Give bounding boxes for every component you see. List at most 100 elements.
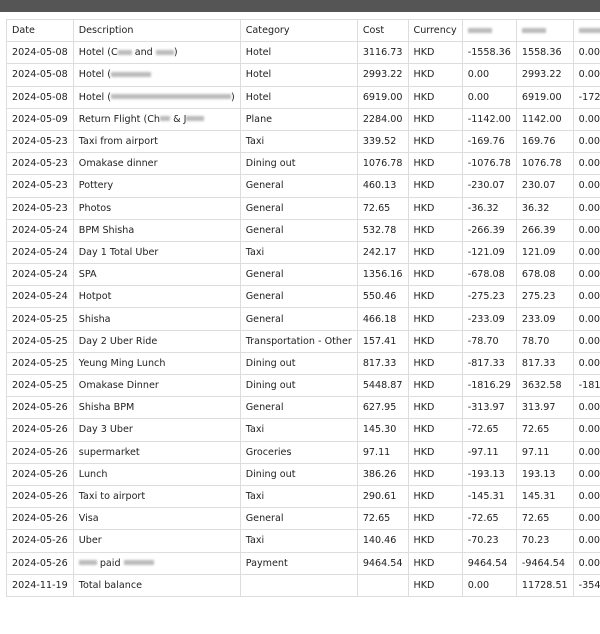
cell-c: 0.00 xyxy=(572,484,600,509)
cell-c: 0.00 xyxy=(572,63,600,87)
cell-c: 0.00 xyxy=(572,418,600,442)
cell-date: 2024-05-26 xyxy=(6,462,74,486)
description-text: Hotel (C xyxy=(78,47,118,59)
redacted-text xyxy=(467,27,492,33)
cell-c: 0.00 xyxy=(572,507,600,531)
cell-currency: HKD xyxy=(407,484,463,509)
cell-date: 2024-05-26 xyxy=(6,396,74,420)
table-row: 2024-05-09 Return Flight (Ch & J Plane 2284… xyxy=(6,107,600,131)
cell-date: 2024-05-26 xyxy=(6,551,74,575)
cell-currency: HKD xyxy=(407,529,463,553)
table-row: 2024-05-23 Taxi from airport Taxi 339.52 HKD… xyxy=(6,129,600,154)
cell-cost: 460.13 xyxy=(356,174,409,198)
cell-category: General xyxy=(239,307,358,331)
redacted-text xyxy=(110,71,151,77)
cell-b: 2993.22 xyxy=(515,63,574,87)
cell-date: 2024-05-23 xyxy=(6,152,74,176)
cell-category: Dining out xyxy=(239,373,358,398)
table-row: 2024-05-26 Uber Taxi 140.46 HKD -70.23 70.23 0.… xyxy=(6,529,600,553)
cell-currency: HKD xyxy=(407,285,463,309)
cell-date: 2024-05-26 xyxy=(6,440,74,464)
description-text: ) xyxy=(173,47,178,59)
table-row: 2024-05-26 paid Payment 9464.54 HKD 9464.54… xyxy=(6,551,600,575)
cell-date: 2024-05-24 xyxy=(6,218,74,242)
cell-b: 11728.51 xyxy=(515,573,574,597)
cell-cost: 1356.16 xyxy=(356,263,409,287)
table-row: 2024-05-24 Day 1 Total Uber Taxi 242.17 HKD -… xyxy=(6,240,600,265)
cell-b: 70.23 xyxy=(515,529,574,553)
cell-a: -72.65 xyxy=(461,418,517,442)
column-header: Date xyxy=(6,18,74,43)
cell-date: 2024-05-26 xyxy=(6,484,74,509)
cell-date: 2024-05-24 xyxy=(6,263,74,287)
cell-category: Hotel xyxy=(239,63,358,87)
cell-cost: 466.18 xyxy=(356,307,409,331)
cell-date: 2024-05-25 xyxy=(6,329,74,353)
cell-currency: HKD xyxy=(407,351,463,376)
cell-desc: Hotel ( xyxy=(72,63,241,87)
description-text: Hotel ( xyxy=(78,91,111,103)
cell-cost: 2993.22 xyxy=(356,63,409,87)
cell-category: Groceries xyxy=(239,440,358,464)
cell-category: Dining out xyxy=(239,351,358,376)
table-row: 2024-05-26 Taxi to airport Taxi 290.61 HKD -1… xyxy=(6,484,600,509)
cell-b: 3632.58 xyxy=(515,373,574,398)
cell-b: 266.39 xyxy=(515,218,574,242)
cell-c: 0.00 xyxy=(572,263,600,287)
cell-cost: 386.26 xyxy=(356,462,409,486)
table-row: 2024-05-24 Hotpot General 550.46 HKD -275.23 2… xyxy=(6,285,600,309)
description-text: Yeung Ming Lunch xyxy=(78,357,166,369)
cell-a: -817.33 xyxy=(461,351,517,376)
cell-currency: HKD xyxy=(407,174,463,198)
cell-date: 2024-05-09 xyxy=(6,107,74,131)
description-text: Shisha BPM xyxy=(78,402,135,414)
table-row: 2024-05-26 Lunch Dining out 386.26 HKD -193.1… xyxy=(6,462,600,486)
cell-cost: 72.65 xyxy=(356,507,409,531)
cell-a: 0.00 xyxy=(461,85,517,109)
top-bar xyxy=(0,0,600,12)
cell-category: Taxi xyxy=(239,418,358,442)
table-row: 2024-05-24 BPM Shisha General 532.78 HKD -266… xyxy=(6,218,600,242)
cell-desc: Day 3 Uber xyxy=(72,418,241,442)
table-row: 2024-05-25 Shisha General 466.18 HKD -233.09 2… xyxy=(6,307,600,331)
cell-currency: HKD xyxy=(407,196,463,220)
description-text: Pottery xyxy=(78,180,114,192)
description-text: BPM Shisha xyxy=(78,224,135,236)
table-row: 2024-05-25 Yeung Ming Lunch Dining out 817.… xyxy=(6,351,600,376)
cell-date: 2024-11-19 xyxy=(6,573,74,597)
cell-c: 0.00 xyxy=(572,107,600,131)
cell-date: 2024-05-25 xyxy=(6,373,74,398)
cell-c: 0.00 xyxy=(572,462,600,486)
cell-b: 313.97 xyxy=(515,396,574,420)
cell-b: 193.13 xyxy=(515,462,574,486)
header-row: Date Description Category Cost Currency xyxy=(6,18,600,43)
cell-c: 0.00 xyxy=(572,41,600,65)
cell-a: -1558.36 xyxy=(461,41,517,65)
description-text: Shisha xyxy=(78,313,111,325)
column-header xyxy=(515,18,574,43)
cell-c: -1816.29 xyxy=(572,373,600,398)
description-text: Visa xyxy=(78,513,99,525)
cell-b: 1142.00 xyxy=(515,107,574,131)
cell-date: 2024-05-25 xyxy=(6,351,74,376)
cell-a: -169.76 xyxy=(461,129,517,154)
cell-b: 78.70 xyxy=(515,329,574,353)
cell-date: 2024-05-08 xyxy=(6,41,74,65)
cell-c: 0.00 xyxy=(572,285,600,309)
cell-b: -9464.54 xyxy=(515,551,574,575)
cell-c: -3546.04 xyxy=(572,573,600,597)
cell-a: -230.07 xyxy=(461,174,517,198)
table-row: 2024-05-26 Shisha BPM General 627.95 HKD -313… xyxy=(6,396,600,420)
cell-cost: 627.95 xyxy=(356,396,409,420)
cell-desc: Uber xyxy=(72,529,241,553)
cell-category: General xyxy=(239,285,358,309)
description-text: Day 1 Total Uber xyxy=(78,246,159,258)
redacted-text xyxy=(117,49,132,55)
cell-b: 72.65 xyxy=(515,418,574,442)
cell-category: General xyxy=(239,218,358,242)
cell-date: 2024-05-23 xyxy=(6,174,74,198)
cell-category: General xyxy=(239,174,358,198)
cell-currency: HKD xyxy=(407,329,463,353)
cell-currency: HKD xyxy=(407,263,463,287)
cell-cost: 242.17 xyxy=(356,240,409,265)
